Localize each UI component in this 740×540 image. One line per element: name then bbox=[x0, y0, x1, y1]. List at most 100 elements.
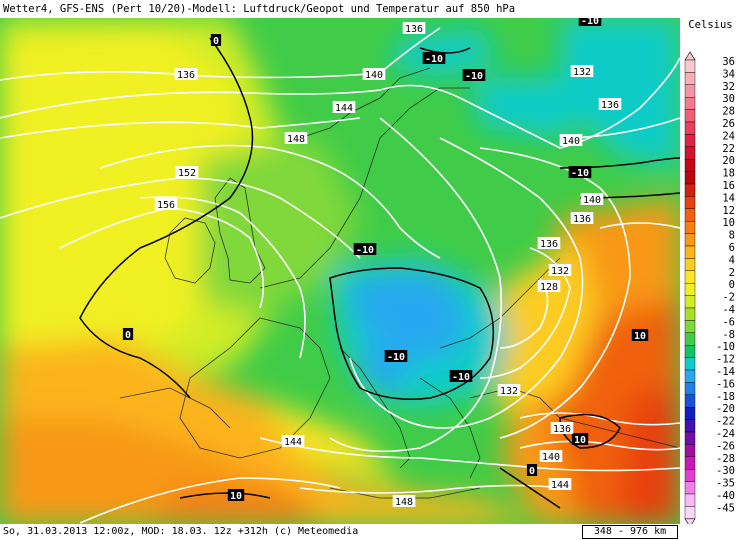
geopotential-label: 152 bbox=[175, 166, 199, 179]
svg-text:10: 10 bbox=[574, 435, 586, 446]
geopotential-label: 144 bbox=[332, 101, 356, 114]
geopotential-label: 156 bbox=[154, 198, 178, 211]
legend-swatch bbox=[684, 183, 696, 197]
svg-text:-10: -10 bbox=[425, 54, 443, 65]
temperature-label: -10 bbox=[449, 370, 473, 383]
svg-text:-10: -10 bbox=[452, 372, 470, 383]
legend-label: -22 bbox=[716, 416, 735, 428]
legend-label: -35 bbox=[716, 478, 735, 490]
map-footer: So, 31.03.2013 12:00z, MOD: 18.03. 12z +… bbox=[0, 524, 740, 540]
legend-swatch bbox=[684, 96, 696, 110]
legend-label: -4 bbox=[722, 304, 735, 316]
svg-text:136: 136 bbox=[540, 239, 558, 250]
legend-unit: Celsius bbox=[688, 19, 733, 31]
legend-swatch bbox=[684, 270, 696, 284]
legend-label: -10 bbox=[716, 341, 735, 353]
legend-swatch bbox=[684, 469, 696, 482]
temperature-label: 0 bbox=[210, 34, 222, 47]
footer-info: So, 31.03.2013 12:00z, MOD: 18.03. 12z +… bbox=[3, 526, 359, 537]
legend-swatch bbox=[684, 196, 696, 209]
legend-label: -24 bbox=[716, 428, 735, 440]
temperature-label: 10 bbox=[227, 489, 245, 502]
legend-label: 26 bbox=[722, 118, 735, 130]
svg-text:136: 136 bbox=[553, 424, 571, 435]
svg-text:148: 148 bbox=[395, 497, 413, 508]
legend-swatch bbox=[684, 233, 696, 247]
temperature-label: 10 bbox=[571, 433, 589, 446]
temperature-labels: 0 -10 -10 -10 -10 -10 0 -10 -10 10 10 0 10 bbox=[122, 18, 649, 502]
geopotential-label: 136 bbox=[598, 98, 622, 111]
legend-label: 16 bbox=[722, 180, 735, 192]
temperature-label: -10 bbox=[384, 350, 408, 363]
isobars bbox=[0, 27, 680, 524]
legend-swatch bbox=[684, 369, 696, 383]
legend-label: 2 bbox=[729, 267, 735, 279]
legend-label: 34 bbox=[722, 68, 735, 80]
legend-label: -28 bbox=[716, 453, 735, 465]
zero-isotherm-lines bbox=[79, 37, 680, 509]
svg-text:140: 140 bbox=[583, 195, 601, 206]
legend-label: 8 bbox=[729, 230, 735, 242]
temperature-label: -10 bbox=[568, 166, 592, 179]
legend-label: -12 bbox=[716, 354, 735, 366]
legend-swatch bbox=[684, 295, 696, 309]
legend-label: -16 bbox=[716, 378, 735, 390]
legend-swatch bbox=[684, 84, 696, 98]
legend-swatch bbox=[684, 419, 696, 433]
geopotential-label: 132 bbox=[497, 384, 521, 397]
legend-label: 0 bbox=[729, 279, 735, 291]
geopotential-label: 132 bbox=[570, 65, 594, 78]
svg-text:144: 144 bbox=[335, 103, 353, 114]
legend-swatch bbox=[684, 382, 696, 395]
temperature-label: 0 bbox=[526, 464, 538, 477]
svg-text:140: 140 bbox=[562, 136, 580, 147]
legend-label: -45 bbox=[716, 502, 735, 514]
svg-text:144: 144 bbox=[284, 437, 302, 448]
legend-swatch bbox=[684, 357, 696, 371]
svg-text:10: 10 bbox=[634, 331, 646, 342]
legend-label: -14 bbox=[716, 366, 735, 378]
temperature-label: -10 bbox=[462, 69, 486, 82]
legend-swatch bbox=[684, 444, 696, 457]
legend-swatch bbox=[684, 431, 696, 445]
legend-swatch bbox=[684, 72, 696, 86]
legend-swatch bbox=[684, 134, 696, 148]
temperature-legend: Celsius 36 34 32 30 28 26 24 22 20 18 16 14 12 10 8 6 4 2… bbox=[681, 18, 740, 524]
legend-swatch bbox=[684, 332, 696, 346]
legend-label: 6 bbox=[729, 242, 735, 254]
legend-swatch bbox=[684, 121, 696, 135]
geopotential-label: 144 bbox=[281, 435, 305, 448]
map-scale: 348 - 976 km bbox=[582, 525, 678, 539]
geopotential-label: 144 bbox=[548, 478, 572, 491]
svg-text:0: 0 bbox=[125, 330, 131, 341]
geopotential-label: 136 bbox=[174, 68, 198, 81]
legend-swatch bbox=[684, 146, 696, 160]
legend-label: -26 bbox=[716, 440, 735, 452]
svg-text:140: 140 bbox=[542, 452, 560, 463]
svg-text:156: 156 bbox=[157, 200, 175, 211]
legend-label: -8 bbox=[722, 329, 735, 341]
legend-swatch bbox=[684, 245, 696, 259]
map-title-bar: Wetter4, GFS-ENS (Pert 10/20)-Modell: Lu… bbox=[0, 0, 740, 18]
legend-arrow-down-icon bbox=[684, 518, 696, 524]
map-title: Wetter4, GFS-ENS (Pert 10/20)-Modell: Lu… bbox=[3, 3, 516, 15]
legend-swatch bbox=[684, 320, 696, 333]
geopotential-label: 136 bbox=[402, 22, 426, 35]
svg-text:10: 10 bbox=[230, 491, 242, 502]
legend-swatch bbox=[684, 158, 696, 172]
geopotential-label: 140 bbox=[539, 450, 563, 463]
svg-text:132: 132 bbox=[573, 67, 591, 78]
legend-label: -18 bbox=[716, 391, 735, 403]
svg-text:140: 140 bbox=[365, 70, 383, 81]
svg-text:128: 128 bbox=[540, 282, 558, 293]
geopotential-label: 128 bbox=[537, 280, 561, 293]
geopotential-label: 140 bbox=[580, 193, 604, 206]
svg-text:136: 136 bbox=[573, 214, 591, 225]
geopotential-label: 148 bbox=[392, 495, 416, 508]
svg-text:152: 152 bbox=[178, 168, 196, 179]
geopotential-label: 140 bbox=[559, 134, 583, 147]
temperature-label: -10 bbox=[422, 52, 446, 65]
svg-text:-10: -10 bbox=[465, 71, 483, 82]
legend-swatch bbox=[684, 220, 696, 234]
